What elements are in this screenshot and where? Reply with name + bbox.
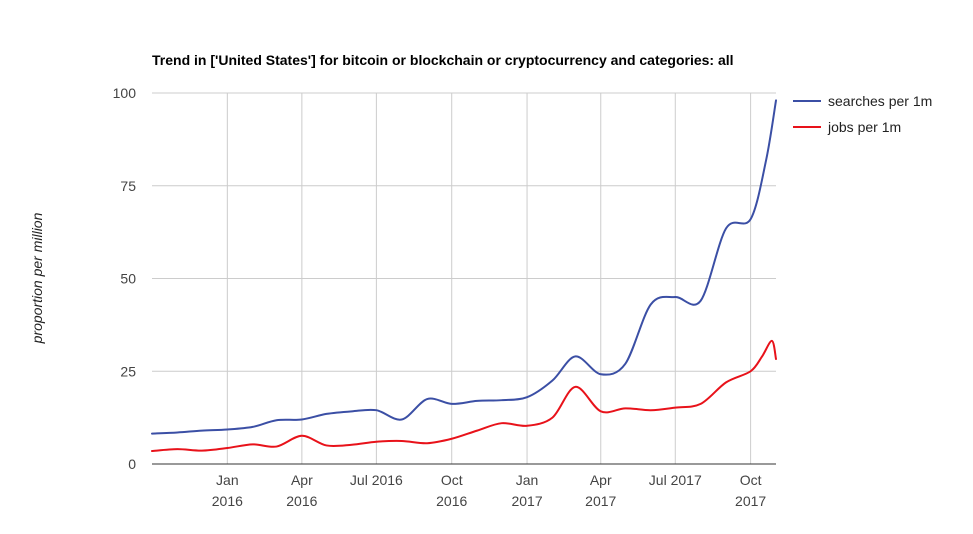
y-tick-label: 100	[113, 85, 137, 101]
x-tick-label: Oct	[740, 472, 762, 488]
x-tick-label: Oct	[441, 472, 463, 488]
y-axis-label: proportion per million	[29, 212, 45, 344]
gridlines	[152, 92, 776, 464]
x-tick-label-year: 2017	[511, 493, 542, 509]
x-tick-label-year: 2016	[212, 493, 243, 509]
x-tick-label: Apr	[590, 472, 612, 488]
x-tick-label: Jul 2017	[649, 472, 702, 488]
legend-label: searches per 1m	[828, 93, 932, 109]
x-tick-label: Jul 2016	[350, 472, 403, 488]
x-tick-label-year: 2016	[286, 493, 317, 509]
y-tick-label: 50	[120, 271, 136, 287]
legend-label: jobs per 1m	[827, 119, 901, 135]
x-tick-label-year: 2017	[585, 493, 616, 509]
chart-title: Trend in ['United States'] for bitcoin o…	[152, 52, 734, 68]
series-lines	[151, 99, 777, 453]
y-tick-label: 75	[120, 178, 136, 194]
x-tick-label: Apr	[291, 472, 313, 488]
axes: 0 25 50 75 100 Jan 2016 Apr 2016 Jul 2016 Oct 2016 J…	[113, 85, 776, 509]
series-line-jobs	[151, 339, 777, 453]
y-tick-label: 25	[120, 363, 136, 379]
x-tick-label: Jan	[216, 472, 239, 488]
x-tick-label-year: 2016	[436, 493, 467, 509]
y-tick-label: 0	[128, 456, 136, 472]
x-tick-label-year: 2017	[735, 493, 766, 509]
legend: searches per 1m jobs per 1m	[793, 93, 932, 135]
x-tick-label: Jan	[516, 472, 539, 488]
series-line-searches	[151, 99, 777, 435]
